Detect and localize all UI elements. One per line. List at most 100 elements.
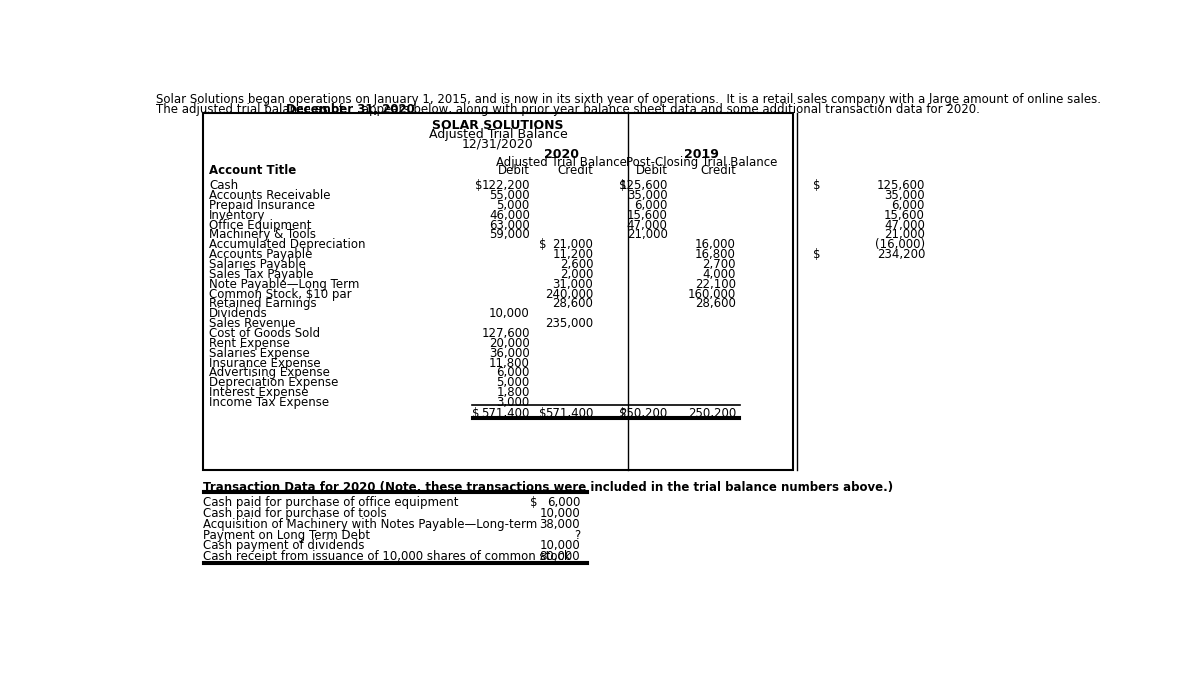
Text: 4,000: 4,000 — [702, 268, 736, 281]
Text: Insurance Expense: Insurance Expense — [209, 357, 320, 369]
Text: SOLAR SOLUTIONS: SOLAR SOLUTIONS — [432, 119, 564, 132]
Text: 2,600: 2,600 — [559, 258, 593, 271]
Text: 22,100: 22,100 — [695, 277, 736, 291]
Text: 12/31/2020: 12/31/2020 — [462, 137, 534, 151]
Text: 80,000: 80,000 — [540, 550, 580, 563]
Text: 10,000: 10,000 — [490, 307, 529, 320]
Text: 21,000: 21,000 — [884, 229, 925, 241]
Text: Common Stock, $10 par: Common Stock, $10 par — [209, 288, 352, 300]
Text: 2,700: 2,700 — [702, 258, 736, 271]
Text: Office Equipment: Office Equipment — [209, 219, 312, 231]
Text: $: $ — [619, 407, 626, 420]
Text: Adjusted Trial Balance: Adjusted Trial Balance — [496, 156, 626, 169]
Text: Credit: Credit — [558, 164, 593, 178]
Text: 6,000: 6,000 — [635, 199, 667, 212]
Text: Transaction Data for 2020 (Note, these transactions were included in the trial b: Transaction Data for 2020 (Note, these t… — [203, 481, 893, 494]
Text: Cash receipt from issuance of 10,000 shares of common stock: Cash receipt from issuance of 10,000 sha… — [203, 550, 570, 563]
Text: Adjusted Trial Balance: Adjusted Trial Balance — [428, 128, 568, 141]
Text: 234,200: 234,200 — [877, 248, 925, 261]
Text: Solar Solutions began operations on January 1, 2015, and is now in its sixth yea: Solar Solutions began operations on Janu… — [156, 93, 1102, 106]
Text: 160,000: 160,000 — [688, 288, 736, 300]
Text: 2020: 2020 — [544, 148, 580, 161]
Text: 21,000: 21,000 — [552, 238, 593, 251]
Text: Inventory: Inventory — [209, 208, 265, 222]
Text: 55,000: 55,000 — [490, 189, 529, 202]
Text: 16,800: 16,800 — [695, 248, 736, 261]
Text: Debit: Debit — [636, 164, 667, 178]
Text: (16,000): (16,000) — [875, 238, 925, 251]
Text: 6,000: 6,000 — [892, 199, 925, 212]
Text: 59,000: 59,000 — [490, 229, 529, 241]
Text: Retained Earnings: Retained Earnings — [209, 298, 317, 310]
Text: 122,200: 122,200 — [481, 179, 529, 192]
Text: Advertising Expense: Advertising Expense — [209, 367, 330, 379]
Text: Sales Revenue: Sales Revenue — [209, 317, 295, 330]
Text: $: $ — [619, 179, 626, 192]
Text: 5,000: 5,000 — [497, 376, 529, 389]
Text: 11,200: 11,200 — [552, 248, 593, 261]
Text: 240,000: 240,000 — [545, 288, 593, 300]
Text: Machinery & Tools: Machinery & Tools — [209, 229, 316, 241]
Text: Salaries Expense: Salaries Expense — [209, 346, 310, 360]
Text: 10,000: 10,000 — [539, 507, 580, 520]
Bar — [203, 113, 793, 470]
Text: The adjusted trial balance as of: The adjusted trial balance as of — [156, 103, 347, 116]
Text: 2,000: 2,000 — [560, 268, 593, 281]
Text: 47,000: 47,000 — [626, 219, 667, 231]
Text: 38,000: 38,000 — [540, 518, 580, 531]
Text: Debit: Debit — [498, 164, 529, 178]
Text: Accounts Receivable: Accounts Receivable — [209, 189, 330, 202]
Text: 28,600: 28,600 — [552, 298, 593, 310]
Text: Salaries Payable: Salaries Payable — [209, 258, 306, 271]
Text: 16,000: 16,000 — [695, 238, 736, 251]
Text: 6,000: 6,000 — [497, 367, 529, 379]
Text: Post-Closing Trial Balance: Post-Closing Trial Balance — [626, 156, 778, 169]
Text: 46,000: 46,000 — [488, 208, 529, 222]
Text: $: $ — [472, 407, 479, 420]
Text: $: $ — [539, 407, 546, 420]
Text: 235,000: 235,000 — [545, 317, 593, 330]
Text: 125,600: 125,600 — [619, 179, 667, 192]
Text: Sales Tax Payable: Sales Tax Payable — [209, 268, 313, 281]
Text: 6,000: 6,000 — [547, 496, 580, 510]
Text: Credit: Credit — [700, 164, 736, 178]
Text: 63,000: 63,000 — [490, 219, 529, 231]
Text: Cash paid for purchase of tools: Cash paid for purchase of tools — [203, 507, 386, 520]
Text: 35,000: 35,000 — [884, 189, 925, 202]
Text: Account Title: Account Title — [209, 164, 296, 178]
Text: 10,000: 10,000 — [539, 539, 580, 553]
Text: 127,600: 127,600 — [481, 327, 529, 340]
Text: 250,200: 250,200 — [688, 407, 736, 420]
Text: 571,400: 571,400 — [545, 407, 593, 420]
Text: Rent Expense: Rent Expense — [209, 337, 289, 350]
Text: 2019: 2019 — [684, 148, 719, 161]
Text: 571,400: 571,400 — [481, 407, 529, 420]
Text: 250,200: 250,200 — [619, 407, 667, 420]
Text: appears below, along with prior year balance sheet data and some additional tran: appears below, along with prior year bal… — [359, 103, 980, 116]
Text: 15,600: 15,600 — [626, 208, 667, 222]
Text: Prepaid Insurance: Prepaid Insurance — [209, 199, 314, 212]
Text: 15,600: 15,600 — [884, 208, 925, 222]
Text: Payment on Long Term Debt: Payment on Long Term Debt — [203, 529, 370, 542]
Text: Cash payment of dividends: Cash payment of dividends — [203, 539, 365, 553]
Text: Depreciation Expense: Depreciation Expense — [209, 376, 338, 389]
Text: $: $ — [539, 238, 546, 251]
Text: 21,000: 21,000 — [626, 229, 667, 241]
Text: 47,000: 47,000 — [884, 219, 925, 231]
Text: 31,000: 31,000 — [552, 277, 593, 291]
Text: 20,000: 20,000 — [490, 337, 529, 350]
Text: $: $ — [529, 496, 538, 510]
Text: Dividends: Dividends — [209, 307, 268, 320]
Text: Cash: Cash — [209, 179, 238, 192]
Text: ?: ? — [574, 529, 580, 542]
Text: 1,800: 1,800 — [497, 386, 529, 399]
Text: 125,600: 125,600 — [877, 179, 925, 192]
Text: 11,800: 11,800 — [488, 357, 529, 369]
Text: Income Tax Expense: Income Tax Expense — [209, 396, 329, 409]
Text: Cash paid for purchase of office equipment: Cash paid for purchase of office equipme… — [203, 496, 458, 510]
Text: Accumulated Depreciation: Accumulated Depreciation — [209, 238, 365, 251]
Text: $: $ — [812, 179, 820, 192]
Text: Interest Expense: Interest Expense — [209, 386, 308, 399]
Text: 28,600: 28,600 — [695, 298, 736, 310]
Text: Note Payable—Long Term: Note Payable—Long Term — [209, 277, 359, 291]
